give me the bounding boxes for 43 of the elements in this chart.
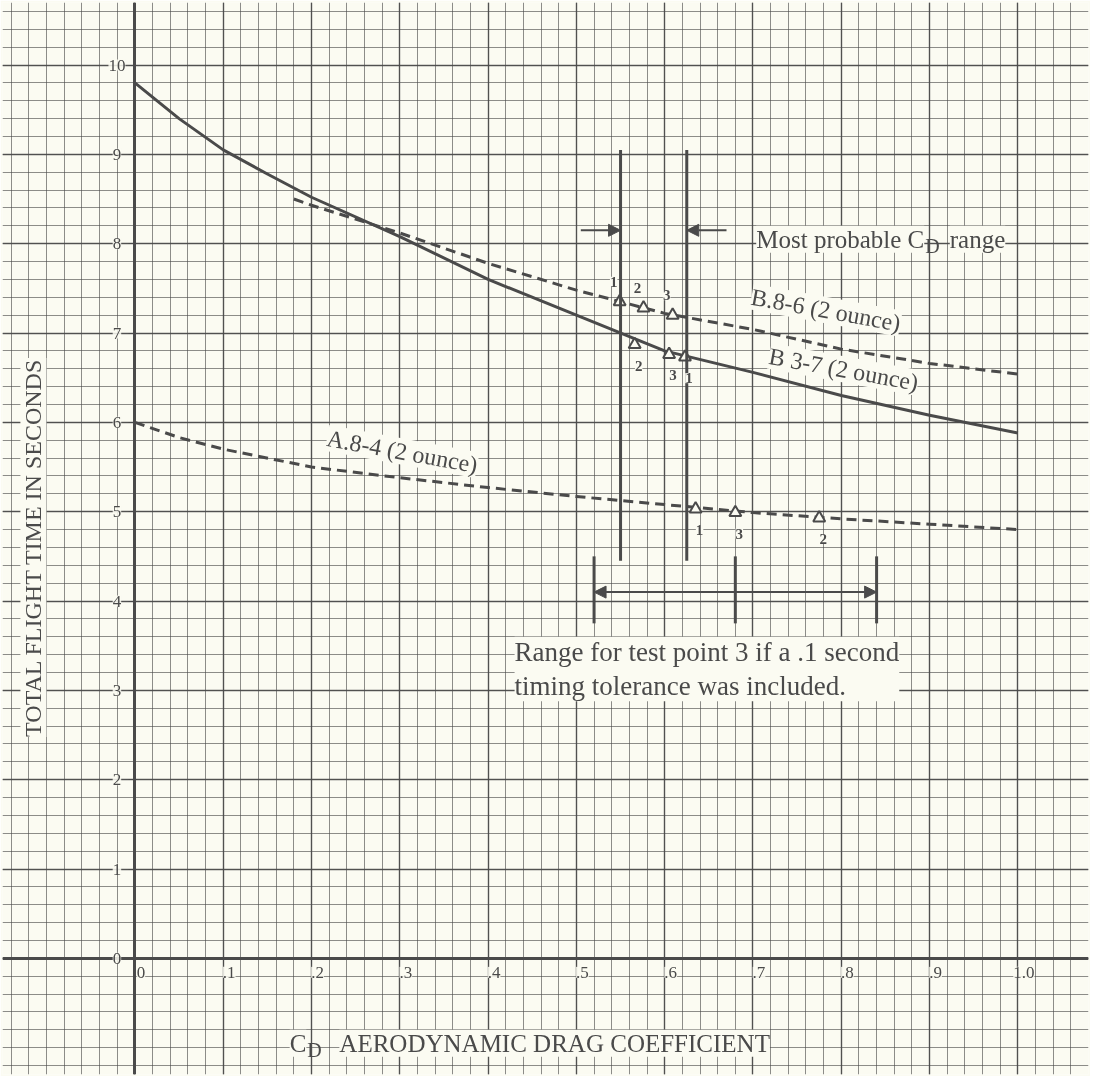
y-tick-label: 1 [112, 859, 122, 879]
text: A.8-4 (2 ounce) [324, 425, 480, 479]
point [688, 501, 703, 514]
y-tick-label: 7 [112, 323, 122, 343]
annotation: 1 [609, 273, 618, 290]
y-tick-label: 6 [112, 412, 122, 432]
text: B.8-6 (2 ounce) [749, 283, 903, 337]
x-tick-label: .8 [840, 962, 854, 982]
point [627, 336, 642, 350]
x-tick-label: .7 [752, 962, 766, 982]
ref-line-label: Range for test point 3 if a .1 second timing tolerance was included. [514, 636, 900, 702]
y-tick-label: 8 [112, 234, 122, 254]
y-tick-label: 5 [112, 502, 122, 522]
point [662, 346, 677, 359]
annotation: 2 [819, 530, 827, 547]
y-axis-title: TOTAL FLIGHT TIME IN SECONDS [20, 359, 47, 737]
x-tick-label: .6 [664, 962, 678, 982]
y-tick-label: 9 [112, 144, 122, 164]
y-tick-label: 3 [112, 680, 122, 700]
point [812, 510, 827, 523]
x-tick-label: .9 [929, 962, 942, 982]
annotation: 1 [695, 522, 704, 539]
text: B 3-7 (2 ounce) [766, 343, 921, 396]
y-tick-label: 4 [112, 591, 122, 611]
x-tick-label: .5 [576, 962, 589, 982]
annotation: 2 [634, 357, 643, 374]
annotation: 1 [685, 370, 693, 387]
y-tick-label: 2 [112, 770, 122, 790]
x-tick-label: 1.0 [1013, 962, 1035, 982]
x-tick-label: .2 [311, 962, 324, 982]
annotation: 3 [662, 287, 671, 304]
annotation: 3 [669, 367, 677, 384]
x-tick-label: .3 [399, 962, 413, 982]
point [728, 504, 743, 518]
annotation: 3 [735, 525, 744, 542]
y-tick-label: 10 [108, 55, 126, 75]
x-tick-label: 0 [136, 962, 146, 982]
point [665, 307, 680, 320]
annotation: 2 [633, 280, 642, 297]
x-tick-label: .1 [222, 962, 236, 982]
x-tick-label: .4 [487, 962, 501, 982]
point [636, 300, 651, 313]
y-tick-label: 0 [112, 948, 122, 968]
